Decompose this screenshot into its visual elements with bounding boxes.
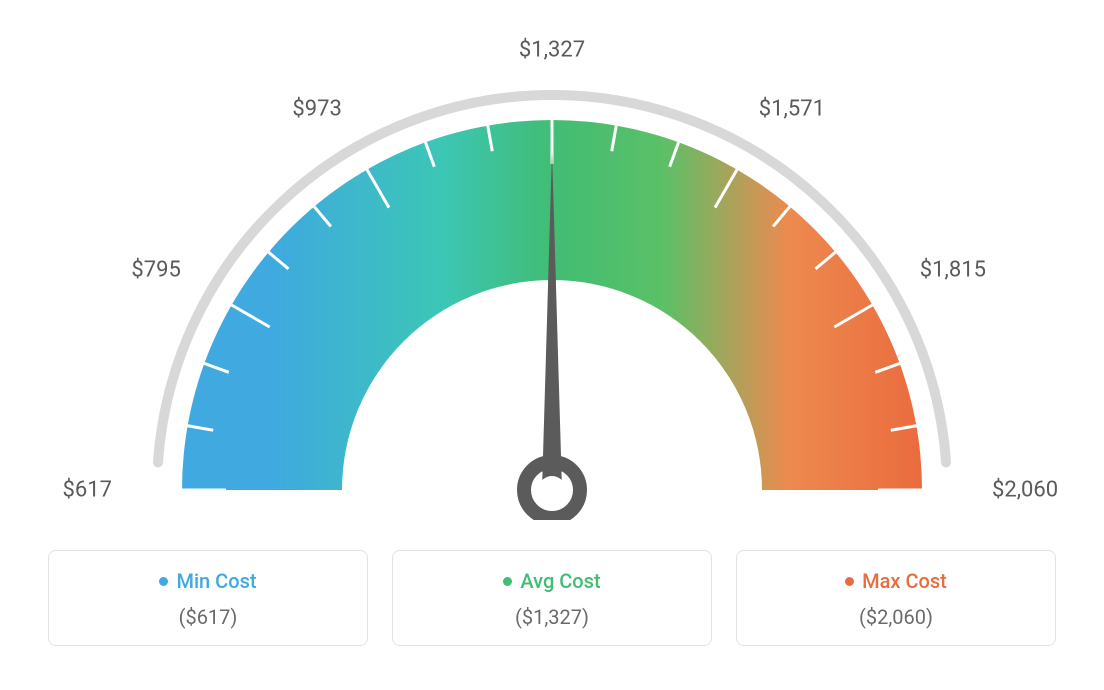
gauge-tick-label: $1,815 <box>920 257 986 282</box>
gauge-tick-label: $973 <box>292 96 341 121</box>
max-cost-dot-icon <box>845 577 854 586</box>
gauge-tick-label: $617 <box>63 478 112 503</box>
avg-cost-card: Avg Cost ($1,327) <box>392 550 712 646</box>
gauge-tick-label: $795 <box>131 257 180 282</box>
avg-cost-title: Avg Cost <box>503 569 600 593</box>
min-cost-dot-icon <box>159 577 168 586</box>
cost-cards-row: Min Cost ($617) Avg Cost ($1,327) Max Co… <box>0 550 1104 646</box>
max-cost-value: ($2,060) <box>747 605 1045 629</box>
avg-cost-value: ($1,327) <box>403 605 701 629</box>
gauge-tick-label: $2,060 <box>992 478 1058 503</box>
min-cost-title-text: Min Cost <box>176 569 256 593</box>
max-cost-title-text: Max Cost <box>862 569 947 593</box>
min-cost-card: Min Cost ($617) <box>48 550 368 646</box>
gauge-chart: $617$795$973$1,327$1,571$1,815$2,060 <box>52 0 1052 520</box>
min-cost-value: ($617) <box>59 605 357 629</box>
gauge-tick-label: $1,327 <box>519 38 585 63</box>
avg-cost-title-text: Avg Cost <box>520 569 600 593</box>
max-cost-title: Max Cost <box>845 569 947 593</box>
min-cost-title: Min Cost <box>159 569 256 593</box>
gauge-svg <box>52 0 1052 520</box>
gauge-tick-label: $1,571 <box>759 96 825 121</box>
max-cost-card: Max Cost ($2,060) <box>736 550 1056 646</box>
avg-cost-dot-icon <box>503 577 512 586</box>
